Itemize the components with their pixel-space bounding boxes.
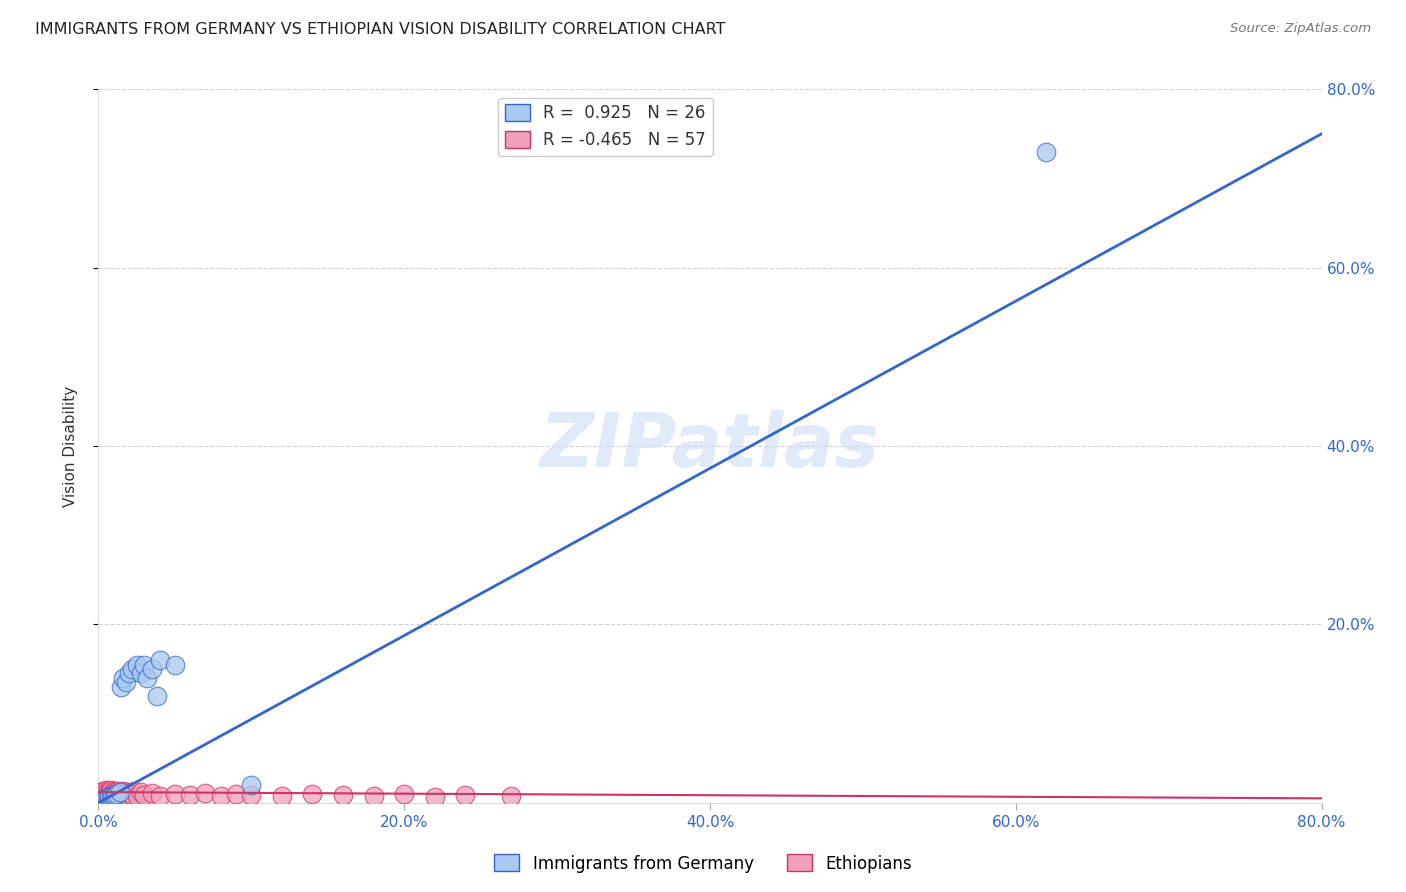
Text: Source: ZipAtlas.com: Source: ZipAtlas.com <box>1230 22 1371 36</box>
Point <box>98 790 121 805</box>
Point <box>111 671 134 685</box>
Point <box>89 787 111 801</box>
Point <box>141 662 163 676</box>
Point <box>363 789 385 803</box>
Point <box>149 789 172 803</box>
Point <box>110 680 132 694</box>
Point <box>270 789 292 803</box>
Point <box>90 785 112 799</box>
Point <box>108 788 131 802</box>
Point <box>94 791 117 805</box>
Point <box>103 789 125 803</box>
Point <box>104 788 127 802</box>
Point <box>91 784 114 798</box>
Point <box>129 785 152 799</box>
Point <box>93 786 115 800</box>
Point <box>111 787 134 801</box>
Point <box>101 789 124 803</box>
Point <box>225 787 247 801</box>
Point <box>392 787 416 801</box>
Point <box>117 789 139 803</box>
Point <box>94 783 117 797</box>
Point <box>134 657 156 672</box>
Point <box>97 788 120 802</box>
Point <box>163 787 186 801</box>
Point <box>240 778 263 792</box>
Point <box>145 689 167 703</box>
Point <box>194 786 217 800</box>
Point <box>209 789 232 803</box>
Point <box>101 786 124 800</box>
Point <box>108 785 131 799</box>
Point <box>107 784 129 798</box>
Y-axis label: Vision Disability: Vision Disability <box>63 385 77 507</box>
Point <box>90 794 112 808</box>
Point <box>115 785 138 799</box>
Text: IMMIGRANTS FROM GERMANY VS ETHIOPIAN VISION DISABILITY CORRELATION CHART: IMMIGRANTS FROM GERMANY VS ETHIOPIAN VIS… <box>35 22 725 37</box>
Point <box>107 787 129 801</box>
Point <box>104 785 127 799</box>
Point <box>149 653 172 667</box>
Point <box>332 788 354 802</box>
Point <box>120 787 142 801</box>
Point <box>97 784 120 798</box>
Point <box>93 792 115 806</box>
Point <box>100 783 122 797</box>
Point <box>454 788 477 802</box>
Point <box>240 788 263 802</box>
Point <box>134 788 156 802</box>
Point <box>105 787 128 801</box>
Point <box>100 789 122 804</box>
Point <box>101 788 124 802</box>
Text: ZIPatlas: ZIPatlas <box>540 409 880 483</box>
Point <box>98 789 121 803</box>
Point <box>97 790 120 805</box>
Point <box>301 787 323 801</box>
Legend: Immigrants from Germany, Ethiopians: Immigrants from Germany, Ethiopians <box>488 847 918 880</box>
Point <box>94 787 117 801</box>
Point <box>111 784 134 798</box>
Point <box>91 788 114 802</box>
Point <box>93 789 115 804</box>
Point <box>136 671 159 685</box>
Point <box>179 788 201 802</box>
Point <box>122 784 145 798</box>
Point <box>163 657 186 672</box>
Point <box>125 789 148 803</box>
Point <box>108 785 131 799</box>
Point <box>100 787 122 801</box>
Point <box>141 786 163 800</box>
Point <box>103 787 125 801</box>
Point <box>129 666 152 681</box>
Point <box>1035 145 1057 159</box>
Point <box>98 785 121 799</box>
Point <box>125 657 148 672</box>
Point <box>423 789 446 804</box>
Point <box>90 789 112 803</box>
Legend: R =  0.925   N = 26, R = -0.465   N = 57: R = 0.925 N = 26, R = -0.465 N = 57 <box>498 97 713 155</box>
Point <box>118 786 141 800</box>
Point <box>110 789 132 803</box>
Point <box>105 786 128 800</box>
Point <box>110 786 132 800</box>
Point <box>115 675 138 690</box>
Point <box>121 662 143 676</box>
Point <box>112 789 135 804</box>
Point <box>118 666 141 681</box>
Point <box>104 788 127 802</box>
Point <box>103 784 125 798</box>
Point <box>105 789 128 803</box>
Point <box>501 789 523 803</box>
Point <box>121 788 143 802</box>
